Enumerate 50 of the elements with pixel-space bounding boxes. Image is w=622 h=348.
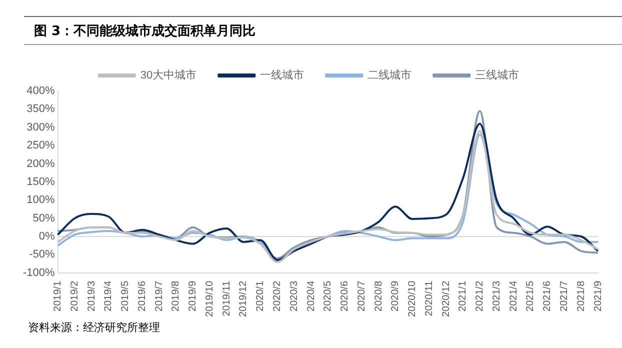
x-tick-label: 2021/4 — [508, 280, 520, 312]
x-tick-label: 2019/5 — [120, 280, 132, 312]
x-tick-label: 2020/6 — [340, 280, 351, 312]
x-tick-label: 2020/3 — [288, 280, 300, 312]
x-tick-label: 2021/8 — [576, 280, 587, 312]
text: 资料来源：经济研究所整理 — [28, 320, 160, 335]
x-tick-label: 2020/1 — [255, 280, 266, 312]
x-tick-label: 2021/7 — [558, 280, 570, 312]
x-tick-label: 2021/5 — [525, 280, 536, 312]
x-tick-label: 2019/9 — [188, 280, 199, 312]
x-tick-label: 2019/10 — [204, 280, 216, 318]
x-tick-label: 2020/7 — [356, 280, 368, 312]
y-tick-label: 50% — [32, 212, 55, 224]
legend-label: 一线城市 — [260, 68, 304, 82]
x-tick-label: 2021/9 — [592, 280, 604, 312]
x-tick-label: 2020/10 — [407, 280, 418, 318]
x-tick-label: 2019/1 — [52, 280, 64, 312]
legend-label: 30大中城市 — [140, 68, 197, 82]
x-tick-label: 2020/5 — [322, 280, 334, 312]
x-tick-label: 2019/8 — [170, 280, 182, 312]
x-tick-label: 2020/12 — [440, 280, 452, 318]
x-tick-label: 2019/6 — [136, 280, 148, 312]
x-tick-label: 2021/6 — [542, 280, 554, 312]
y-tick-label: 200% — [26, 158, 56, 170]
x-tick-label: 2020/2 — [272, 280, 284, 312]
y-tick-label: 400% — [26, 85, 56, 98]
y-tick-label: 100% — [26, 194, 56, 206]
x-tick-label: 2019/7 — [154, 280, 165, 312]
chart-title: 图 3：不同能级城市成交面积单月同比 — [24, 16, 622, 45]
legend-label: 二线城市 — [368, 68, 412, 82]
y-tick-label: -50% — [29, 248, 56, 261]
x-tick-label: 2020/9 — [390, 280, 402, 312]
legend-label: 三线城市 — [475, 68, 520, 82]
y-tick-label: 0% — [38, 230, 56, 243]
x-tick-label: 2019/4 — [103, 280, 114, 312]
x-tick-label: 2019/2 — [69, 280, 80, 312]
x-tick-label: 2020/11 — [424, 280, 435, 316]
x-tick-label: 2021/2 — [474, 280, 486, 312]
y-tick-label: 250% — [26, 140, 56, 152]
x-tick-label: 2021/1 — [458, 280, 469, 312]
y-tick-label: 350% — [26, 103, 56, 116]
y-tick-label: 150% — [26, 176, 56, 188]
x-tick-label: 2019/12 — [238, 280, 250, 318]
x-tick-label: 2021/3 — [491, 280, 502, 312]
x-tick-label: 2019/11 — [221, 280, 232, 316]
y-tick-label: -100% — [23, 266, 56, 279]
y-tick-label: 300% — [26, 121, 56, 134]
x-tick-label: 2020/4 — [306, 280, 317, 312]
x-tick-label: 2020/8 — [373, 280, 384, 312]
x-tick-label: 2019/3 — [86, 280, 98, 312]
